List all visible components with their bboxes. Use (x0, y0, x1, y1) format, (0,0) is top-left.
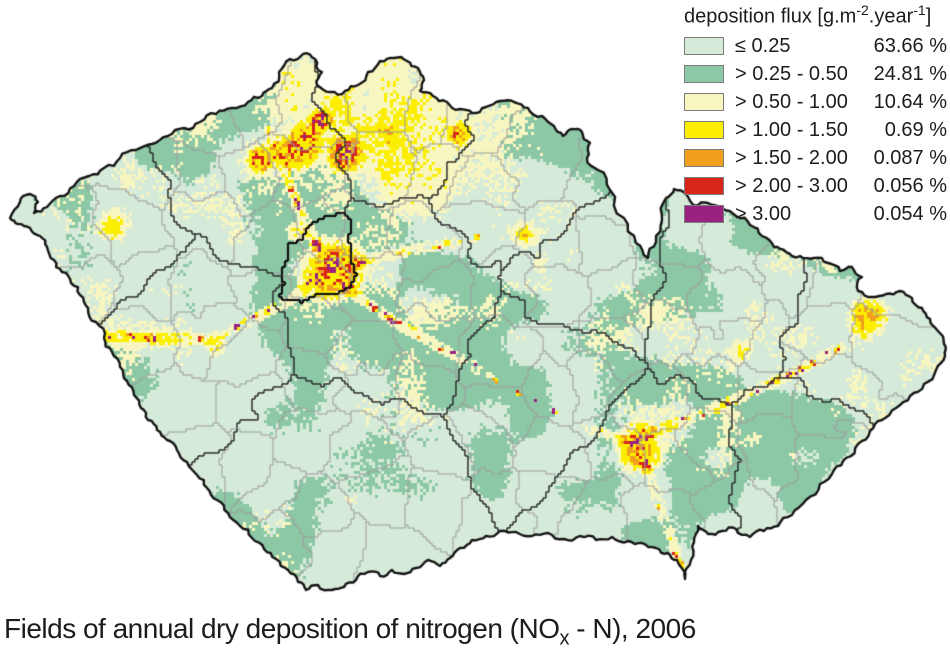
legend-row-percent: 0.69 % (884, 118, 947, 141)
legend-row-label: ≤ 0.25 (735, 34, 791, 57)
legend-row: > 2.00 - 3.00 0.056 % (684, 175, 947, 198)
legend-row: > 1.00 - 1.50 0.69 % (684, 119, 947, 142)
legend-title-text: deposition flux [g.m (684, 5, 857, 28)
legend-row-label: > 0.50 - 1.00 (735, 90, 848, 113)
legend-row-percent: 0.087 % (873, 146, 947, 169)
legend-row-percent: 0.054 % (873, 202, 947, 225)
legend-row-label: > 3.00 (735, 202, 792, 225)
legend-swatch (684, 205, 724, 224)
caption-text: Fields of annual dry deposition of nitro… (4, 613, 560, 644)
legend-swatch (684, 93, 724, 112)
legend-swatch (684, 121, 724, 140)
legend-row: > 1.50 - 2.00 0.087 % (684, 147, 947, 170)
legend-row-label: > 2.00 - 3.00 (735, 174, 848, 197)
legend-title-mid: .year (868, 5, 914, 28)
caption-subscript: x (559, 627, 570, 650)
legend-title-sup-1: -1 (913, 2, 926, 18)
legend-row-percent: 0.056 % (873, 174, 947, 197)
legend-swatch (684, 177, 724, 196)
legend-row: ≤ 0.25 63.66 % (684, 35, 947, 58)
czech-republic-map-canvas (0, 0, 950, 612)
legend-title-suffix: ] (925, 5, 932, 28)
legend-swatch (684, 149, 724, 168)
legend-row-percent: 24.81 % (873, 62, 947, 85)
legend-title: deposition flux [g.m-2.year-1] (684, 2, 947, 29)
legend-swatch (684, 37, 724, 56)
legend-rows: ≤ 0.25 63.66 % > 0.25 - 0.50 24.81 % > 0.50 … (684, 35, 947, 226)
legend-title-sup-2: -2 (856, 2, 869, 18)
caption-suffix: - N), 2006 (569, 613, 696, 644)
legend-row-percent: 63.66 % (873, 34, 947, 57)
legend-row-percent: 10.64 % (873, 90, 947, 113)
legend-row: > 0.50 - 1.00 10.64 % (684, 91, 947, 114)
legend-swatch (684, 65, 724, 84)
legend-row-label: > 1.00 - 1.50 (735, 118, 848, 141)
legend-row-label: > 0.25 - 0.50 (735, 62, 848, 85)
legend-row: > 3.00 0.054 % (684, 203, 947, 226)
legend: deposition flux [g.m-2.year-1] ≤ 0.25 63.… (684, 2, 947, 231)
map-caption: Fields of annual dry deposition of nitro… (4, 613, 696, 651)
legend-row-label: > 1.50 - 2.00 (735, 146, 848, 169)
legend-row: > 0.25 - 0.50 24.81 % (684, 63, 947, 86)
